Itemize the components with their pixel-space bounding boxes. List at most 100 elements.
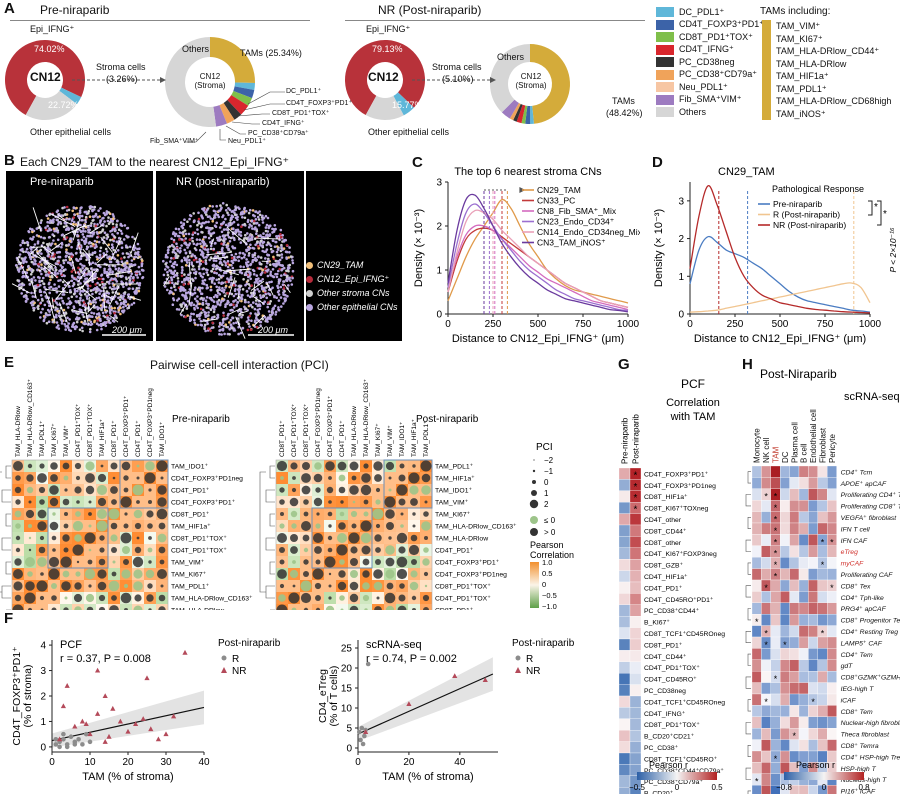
h-cell (770, 728, 781, 740)
h-cell (780, 591, 790, 603)
h-cell (789, 682, 800, 695)
pre-other-label: Other epithelial cells (30, 127, 112, 137)
h-cell (770, 465, 781, 478)
h-cell (761, 648, 771, 660)
f-left-legend-r: R (232, 654, 239, 665)
e-right-bubble (279, 499, 285, 505)
h-cell (817, 602, 828, 615)
h-cell (808, 682, 818, 695)
g-title-1: PCF (681, 377, 705, 391)
h-cell (808, 705, 818, 717)
e-left-bubble (63, 475, 69, 481)
h-cell (798, 648, 809, 660)
c-ytick-0: 0 (436, 310, 442, 321)
legend-a-item-0: DC_PDL1⁺ (656, 6, 764, 19)
h-cell (798, 465, 809, 478)
e-right-bubble (292, 476, 296, 480)
h-cell (808, 591, 818, 603)
nr-cn12-slice-1 (393, 92, 414, 116)
e-right-bubble (385, 509, 395, 519)
e-right-bubble (279, 487, 285, 493)
e-left-bubble (74, 486, 82, 494)
nr-epi-pct: 79.13% (372, 44, 403, 54)
e-right-bubble (291, 523, 297, 529)
nr-stroma-slice-6 (509, 102, 521, 121)
e-left-bubble (136, 464, 140, 468)
h-cell (808, 500, 818, 512)
e-right-bubble (350, 510, 358, 518)
e-right-row-10: CD8T_PD1⁺TOX⁺ (435, 584, 491, 591)
h-cell (770, 705, 781, 717)
h-star: * (830, 537, 834, 547)
e-right-bubble (302, 462, 310, 470)
h-row-27: Nucleus-high T (841, 777, 888, 784)
h-cell (827, 705, 837, 717)
g-cell (618, 536, 631, 548)
e-left-bubble (110, 522, 118, 530)
e-corr-tick-3: −0.5 (542, 591, 557, 600)
c-ytick-2: 2 (436, 222, 442, 233)
e-left-bubble (96, 520, 108, 532)
e-right-bubble (363, 499, 369, 505)
h-cell (789, 522, 800, 535)
e-left-bubble (148, 500, 152, 504)
e-left-bubble (136, 500, 140, 504)
h-cell (827, 465, 837, 478)
e-right-bubble (388, 536, 392, 540)
f-left-point-r (72, 742, 78, 747)
pre-epi-pct: 74.02% (34, 44, 65, 54)
d-star-1: * (874, 202, 878, 213)
h-cell (751, 602, 762, 615)
e-right-bubble (328, 500, 332, 504)
e-left-bubble (14, 486, 22, 494)
nr-cn12-slice-0 (345, 40, 425, 116)
g-row-24: PC_CD38⁺ (644, 745, 679, 752)
g-cell (629, 513, 642, 526)
nr-stroma-slice-1 (530, 105, 534, 124)
h-cell (817, 693, 828, 706)
f-left-point-nr (60, 703, 66, 709)
e-right-bubble (362, 594, 370, 602)
pre-stroma-lbl-3: CD4T_IFNG⁺ (262, 120, 305, 127)
e-right-bubble (349, 485, 359, 495)
e-right-bubble (375, 499, 381, 505)
legend-a-swatch-0 (656, 7, 674, 18)
g-legend-title: Pearson r (649, 760, 688, 770)
f-left-point-nr (95, 711, 101, 716)
h-star: * (774, 549, 778, 559)
h-cell (761, 602, 771, 615)
e-pci-title: PCI (536, 442, 553, 453)
e-right-bubble (411, 559, 417, 565)
h-star: * (793, 731, 797, 741)
c-legend-label-1: CN33_PC (537, 196, 575, 206)
e-left-bubble (37, 509, 47, 519)
legend-b-dot-2 (306, 289, 313, 297)
e-right-bubble (327, 511, 333, 517)
nr-stroma-slice-5 (513, 103, 523, 122)
e-left-bubble (156, 508, 168, 520)
nr-stroma-slice-3 (521, 105, 528, 124)
h-cell (827, 557, 837, 569)
e-left-col-8: CD8T_PD1⁺ (111, 420, 118, 457)
h-cell (761, 716, 771, 729)
e-right-bubble (396, 484, 408, 496)
legend-a-swatch-4 (656, 57, 674, 68)
g-star: * (634, 493, 638, 504)
d-ytick-2: 2 (678, 234, 684, 245)
g-cell (618, 741, 631, 754)
g-title-3: with TAM (670, 411, 716, 423)
e-pci-label-0: −2 (544, 456, 554, 465)
h-cell (780, 648, 790, 660)
e-left-bubble (64, 512, 68, 516)
g-cell (618, 638, 631, 651)
e-left-bubble (145, 569, 155, 579)
e-right-cell (408, 604, 420, 610)
g-cell (618, 730, 631, 742)
h-cell (789, 705, 800, 717)
tams-item-6: TAM_HLA-DRlow_CD68high (776, 96, 892, 106)
f-left-point-r (76, 736, 81, 742)
f-left-legend-nr: NR (232, 666, 246, 677)
h-cell (751, 728, 762, 740)
e-left-bubble (111, 499, 117, 505)
h-cell (751, 659, 762, 672)
